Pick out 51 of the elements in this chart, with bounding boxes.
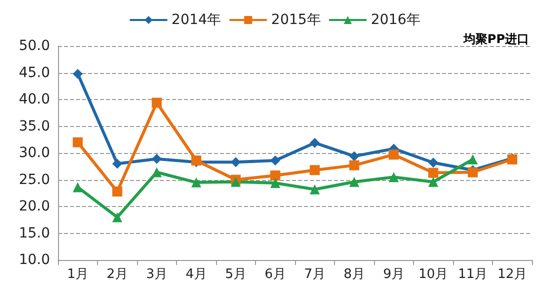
point xyxy=(230,157,241,168)
point xyxy=(428,176,438,187)
point xyxy=(72,182,83,192)
point xyxy=(310,138,320,148)
x-tick-label: 4月 xyxy=(186,267,207,282)
point xyxy=(152,167,162,178)
x-tick-label: 7月 xyxy=(304,267,326,282)
point xyxy=(428,168,438,178)
x-tick-label: 11月 xyxy=(458,267,488,282)
point xyxy=(112,186,122,197)
x-tick-label: 10月 xyxy=(418,267,448,282)
point xyxy=(152,98,162,108)
x-tick-label: 6月 xyxy=(264,267,286,282)
y-tick-label: 50.0 xyxy=(18,38,50,54)
y-tick-label: 15.0 xyxy=(18,225,50,242)
point xyxy=(191,177,202,188)
point xyxy=(349,160,360,170)
point xyxy=(310,165,320,176)
y-tick-label: 10.0 xyxy=(18,252,50,268)
y-tick-label: 35.0 xyxy=(18,118,50,134)
point xyxy=(428,158,438,168)
point xyxy=(388,172,399,182)
x-tick-label: 5月 xyxy=(225,267,246,282)
point xyxy=(468,154,478,164)
x-tick-label: 2月 xyxy=(106,267,128,282)
point xyxy=(72,68,83,79)
y-tick-label: 40.0 xyxy=(18,92,50,108)
point xyxy=(270,178,280,188)
legend-label: 2014年 xyxy=(172,12,222,28)
y-tick-label: 45.0 xyxy=(18,64,50,81)
point xyxy=(152,154,162,164)
point xyxy=(349,176,360,187)
x-tick-label: 1月 xyxy=(67,267,88,282)
legend-label: 2016年 xyxy=(370,12,420,28)
y-tick-label: 20.0 xyxy=(18,198,50,214)
chart-title: 均聚PP进口 xyxy=(462,32,530,46)
point xyxy=(349,151,360,162)
point xyxy=(112,212,122,222)
point xyxy=(270,155,280,166)
point xyxy=(270,170,280,180)
point xyxy=(72,137,83,148)
x-tick-label: 8月 xyxy=(344,267,365,282)
point xyxy=(112,158,122,169)
point xyxy=(388,150,399,160)
y-tick-label: 25.0 xyxy=(18,172,50,188)
point xyxy=(310,184,320,194)
x-tick-label: 9月 xyxy=(383,267,404,282)
x-tick-label: 12月 xyxy=(497,267,528,282)
legend-label: 2015年 xyxy=(271,12,321,28)
x-tick-label: 3月 xyxy=(146,267,168,282)
y-tick-label: 30.0 xyxy=(18,145,50,161)
